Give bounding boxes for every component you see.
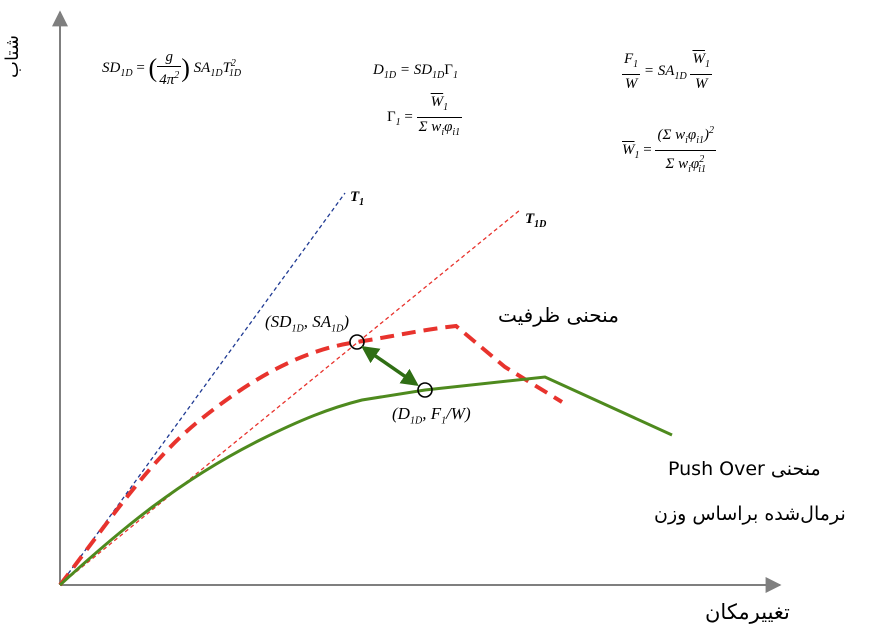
f-sd-rest2-sub: 1D [228,67,242,79]
f-w-num-mid-sub: i1 [696,135,705,146]
f-g-num: W1 [416,93,463,118]
t1d-label-text: T [525,211,535,227]
f-d-lhs-sub: 1D [383,70,397,81]
f-sd-rest: SA [193,59,211,76]
f-g-den-t: Σ w [418,119,442,135]
f-w-lhs-sub: 1 [634,149,640,161]
f-w-num-t: (Σ w [657,127,686,143]
cp-c: , SA [303,312,332,331]
f-sd-eq: = [136,59,145,76]
f-f-num: F1 [622,50,641,75]
f-f-num-t: F [624,51,634,67]
f-g-num-sub: 1 [443,102,449,113]
f-d-rhs: = SD [399,62,433,78]
f-d-rhs-end-sub: 1 [452,70,458,81]
f-f-num-sub: 1 [633,59,639,70]
pushover-curve [58,375,673,587]
pp-d: 1 [441,415,447,427]
f-w-den-t: Σ w [665,156,689,172]
f-w-den: Σ wiφ2i1 [655,151,716,179]
formula-gamma: Γ1 = W1 Σ wiφi1 [387,93,463,142]
f-f2-frac: W1 W [690,50,712,93]
t1-label-sub: 1 [359,197,365,208]
t1d-label: T1D [525,211,546,230]
f-w-num-sub: i [685,135,688,146]
f-sd-rest2: T [222,59,231,76]
f-g-den: Σ wiφi1 [417,118,463,142]
pushover-label-line2: نرمال‌شده براساس وزن [654,503,846,525]
pushover-point-label: (D1D, F1/W) [392,404,471,426]
conversion-arrow [361,346,419,386]
f-f-eq: = SA [643,62,675,79]
f-w-num: (Σ wiφi1)2 [655,122,717,151]
f-f2-num: W1 [690,50,712,75]
f-g-num-t: W [430,94,444,110]
f-sd-rest2-sup: 2 [230,57,236,69]
f-w-den-sup: 2 [699,154,705,165]
f-w-eq: = [643,141,652,158]
f-g-lhs: Γ [387,108,396,125]
f-g-den-end-sub: i1 [452,127,461,138]
f-sd-den: 4π2 [157,67,181,89]
f-sd-den-t: 4π [159,72,175,88]
f-g-den-end: φ [444,119,453,135]
f-f-den: W [624,76,638,92]
cp-a: (SD [265,312,292,331]
f-w-den-end-sub: i1 [698,164,707,175]
f-f2-num-sub: 1 [704,59,710,70]
f-w-num-end: ) [704,127,710,143]
pp-b: 1D [409,415,423,427]
f-g-lhs-sub: 1 [395,116,401,128]
f-sd-rest-sub: 1D [210,67,223,79]
t1-label: T1 [350,189,364,208]
t1-line [59,192,346,586]
f-f-eq-sub: 1D [674,70,687,82]
f-g-frac: W1 Σ wiφi1 [416,93,463,142]
f-sd-lhs: SD [102,59,121,76]
f-f-frac: F1 W [622,50,641,93]
formula-weight: W1 = (Σ wiφi1)2 Σ wiφ2i1 [622,122,717,179]
pp-c: , F [422,404,442,423]
capacity-point-label: (SD1D, SA1D) [265,312,349,334]
f-sd-lparen: ( [148,53,158,83]
formula-d: D1D = SD1DΓ1 [373,62,458,81]
f-sd-lhs-sub: 1D [120,67,133,79]
cp-b: 1D [291,323,304,335]
y-axis-label: شتاب [2,35,23,78]
capacity-curve [58,323,564,587]
f-sd-den-sup: 2 [174,70,180,81]
f-d-lhs: D [373,62,384,78]
f-f2-num-t: W [692,51,705,67]
f-d-rhs-sub: 1D [432,70,445,81]
t1d-label-sub: 1D [534,219,547,230]
formula-sd: SD1D = (g 4π2) SA1DT21D [102,48,241,89]
f-g-eq: = [404,108,413,125]
cp-d: 1D [331,323,344,335]
f-w-den-end: φ [690,156,700,172]
t1d-line [59,209,521,586]
f-w-frac: (Σ wiφi1)2 Σ wiφ2i1 [655,122,717,179]
t1-label-text: T [350,189,360,205]
f-w-num-mid: φ [687,127,697,143]
x-axis-label: تغییرمکان [705,600,790,624]
pp-e: /W) [446,404,471,423]
pushover-point-marker [417,382,433,398]
f-sd-num: g [157,48,182,67]
cp-e: ) [343,312,349,331]
f-sd-frac: g 4π2 [157,48,182,89]
f-f2-den: W [694,76,708,92]
pp-a: (D [392,404,410,423]
f-g-den-sub: i [441,127,445,138]
f-w-lhs: W [622,141,635,158]
f-sd-rparen: ) [181,53,190,83]
pushover-label-line1: منحنی Push Over [668,458,821,480]
f-w-den-sub: i [688,164,691,175]
formula-force: F1 W = SA1D W1 W [622,50,712,93]
capacity-point-marker [349,334,365,350]
f-d-rhs-end: Γ [444,62,453,78]
f-w-num-sup: 2 [709,125,715,136]
capacity-curve-label: منحنی ظرفیت [498,303,619,327]
